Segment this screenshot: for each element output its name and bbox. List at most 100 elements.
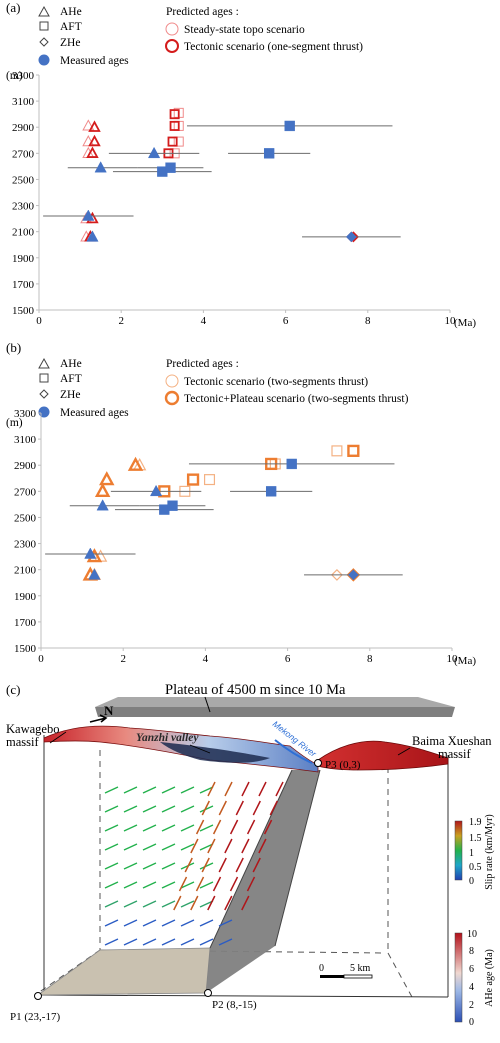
- predicted-age-marker: [82, 135, 95, 147]
- slip-vector: [199, 843, 214, 851]
- slip-vector: [199, 824, 214, 832]
- legend-steady-symbol: [165, 22, 179, 36]
- fault-trace-left: [209, 769, 293, 949]
- slip-vector: [207, 781, 216, 797]
- legend-ahe-symbol: [38, 357, 50, 369]
- slip-vector: [229, 819, 239, 835]
- valley-label: Yanzhi valley: [136, 732, 199, 744]
- predicted-age-marker: [88, 120, 101, 132]
- measured-age-marker: [88, 568, 101, 580]
- point-p2-label: P2 (8,-15): [212, 999, 257, 1011]
- legend-ahe-symbol: [38, 5, 50, 17]
- y-tick-label: 2900: [12, 122, 35, 134]
- slip-vector: [180, 919, 195, 927]
- panel-a-legend: AHe AFT ZHe Measured ages Predicted ages…: [38, 5, 363, 67]
- plateau-slab-edge: [95, 707, 455, 717]
- slip-vector: [142, 824, 157, 832]
- slip-vector: [173, 895, 182, 911]
- measured-age-marker: [82, 209, 95, 221]
- slip-vector: [104, 805, 119, 813]
- plateau-label: Plateau of 4500 m since 10 Ma: [165, 682, 346, 698]
- panel-c-label: (c): [6, 682, 20, 697]
- slip-vector: [161, 862, 176, 870]
- slip-vector: [161, 919, 176, 927]
- ahe-tick-4: 4: [469, 982, 474, 993]
- predicted-age-marker: [169, 120, 180, 131]
- slip-vector: [201, 800, 210, 816]
- slip-vector: [235, 800, 244, 816]
- slip-tick-4: 0.5: [469, 862, 482, 873]
- slip-vector: [180, 824, 195, 832]
- measured-age-marker: [84, 547, 97, 559]
- measured-age-marker: [284, 120, 295, 132]
- slip-label: Slip rate (km/Myr): [484, 814, 495, 890]
- slip-vector: [123, 786, 138, 794]
- ahe-tick-1: 10: [467, 929, 477, 940]
- slip-vector: [201, 857, 210, 873]
- slip-vectors: [104, 781, 284, 946]
- predicted-age-marker: [88, 134, 101, 147]
- slip-vector: [123, 919, 138, 927]
- slip-vector: [104, 824, 119, 832]
- slip-vector: [269, 800, 278, 816]
- slip-vector: [258, 781, 267, 797]
- y-tick-label: 2900: [14, 460, 37, 472]
- slip-vector: [224, 895, 233, 911]
- x-tick-label: 4: [203, 653, 209, 665]
- slip-vector: [199, 862, 214, 870]
- predicted-age-marker: [347, 444, 360, 457]
- slip-vector: [241, 838, 250, 854]
- measured-age-marker: [167, 500, 178, 511]
- x-tick-label: 10: [445, 315, 457, 327]
- valley-pointer: [189, 744, 211, 754]
- slip-vector: [212, 819, 222, 835]
- slip-vector: [104, 881, 119, 889]
- x-tick-label: 8: [365, 315, 371, 327]
- slip-vector: [123, 881, 138, 889]
- slip-vector: [142, 862, 157, 870]
- slip-rate-colorbar: 1.9 1.5 1 0.5 0 Slip rate (km/Myr): [454, 814, 495, 890]
- slip-vector: [180, 786, 195, 794]
- slip-vector: [252, 857, 261, 873]
- baima-pointer: [397, 747, 411, 756]
- slip-vector: [104, 919, 119, 927]
- measured-age-marker: [165, 162, 176, 173]
- y-tick-label: 2100: [14, 565, 37, 577]
- legend-tectonic-symbol: [165, 39, 179, 53]
- slip-vector: [218, 919, 233, 927]
- slip-vector: [184, 857, 193, 873]
- x-tick-label: 8: [367, 653, 373, 665]
- slip-vector: [161, 900, 176, 908]
- legend-zhe-symbol: [39, 389, 49, 399]
- ahe-tick-6: 0: [469, 1017, 474, 1028]
- slip-vector: [199, 900, 214, 908]
- y-tick-label: 1700: [12, 279, 35, 291]
- slip-vector: [142, 900, 157, 908]
- y-tick-label: 3100: [14, 434, 37, 446]
- legend-predicted-title: Predicted ages :: [166, 358, 239, 370]
- slip-vector: [104, 900, 119, 908]
- panel-c: (c) Plateau of 4500 m since 10 Ma N: [6, 682, 495, 1028]
- slip-vector: [199, 805, 214, 813]
- legend-zhe-label: ZHe: [60, 37, 80, 49]
- slip-vector: [229, 876, 239, 892]
- legend-ahe-label: AHe: [60, 358, 82, 370]
- y-tick-label: 1500: [12, 305, 35, 317]
- slip-vector: [199, 786, 214, 794]
- kawagebo-pointer: [49, 731, 67, 744]
- y-tick-label: 1900: [14, 591, 37, 603]
- y-tick-label: 1500: [14, 643, 37, 655]
- predicted-age-marker: [186, 473, 200, 486]
- slip-vector: [161, 881, 176, 889]
- plateau-slab-top: [95, 697, 455, 707]
- legend-measured-symbol: [38, 406, 50, 418]
- slip-vector: [241, 895, 250, 911]
- measured-age-marker: [286, 458, 297, 470]
- point-p3-label: P3 (0,3): [325, 759, 361, 771]
- slip-vector: [123, 843, 138, 851]
- legend-measured-label: Measured ages: [60, 55, 129, 67]
- predicted-age-marker: [127, 456, 144, 471]
- predicted-age-marker: [330, 568, 343, 581]
